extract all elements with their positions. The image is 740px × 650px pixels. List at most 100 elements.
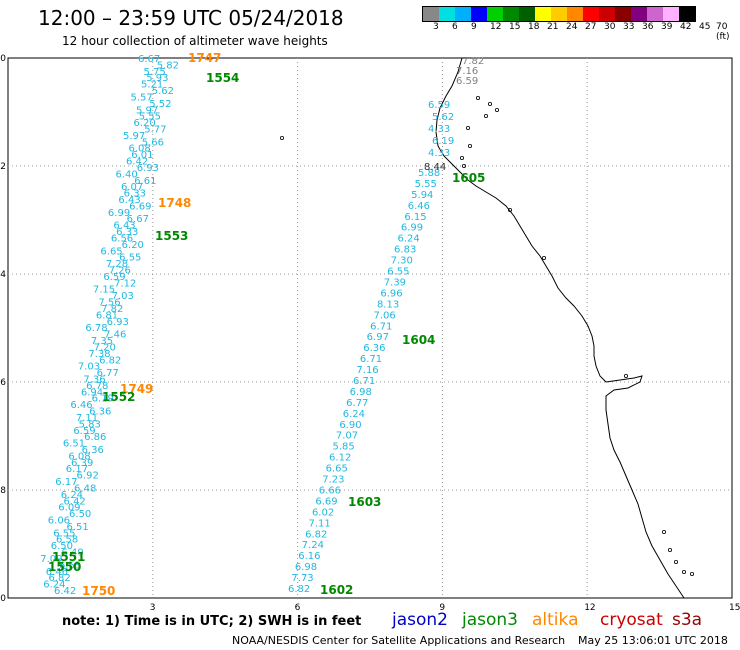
swh-value-track1: 6.51	[63, 439, 85, 450]
pass-time-1550: 1550	[48, 560, 81, 574]
map-title: 12:00 – 23:59 UTC 05/24/2018	[38, 6, 344, 30]
swh-value-track1: 6.92	[77, 471, 99, 482]
swh-value-track2: 6.24	[343, 409, 365, 420]
map-border	[7, 57, 733, 599]
swh-value-track1: 6.33	[116, 227, 138, 238]
island	[682, 570, 687, 575]
legend-tick-label: 36	[642, 22, 654, 32]
footer-credit: NOAA/NESDIS Center for Satellite Applica…	[232, 634, 566, 647]
swh-value-track1: 5.82	[157, 60, 179, 71]
swh-value-track1: 6.77	[97, 368, 119, 379]
swh-value-track2: 6.99	[401, 223, 423, 234]
legend-tick-label: 18	[528, 22, 540, 32]
y-tick-label: 0	[0, 54, 6, 64]
island	[459, 155, 464, 160]
swh-value-track1: 7.15	[93, 285, 115, 296]
swh-value-track1: 7.38	[88, 349, 110, 360]
swh-value-track1: 7.82	[101, 304, 123, 315]
swh-value-track1: 7.36	[83, 374, 105, 385]
swh-value-track1: 6.56	[111, 233, 133, 244]
swh-value-track1: 5.21	[141, 80, 163, 91]
island	[494, 108, 499, 113]
swh-value-track1: 6.94	[81, 387, 103, 398]
legend-swatch	[663, 7, 679, 21]
swh-value-track1: 6.24	[43, 580, 65, 591]
legend-tick-label: 45	[699, 22, 711, 32]
legend-tick-label: 27	[585, 22, 597, 32]
swh-value-track1: 7.35	[91, 336, 113, 347]
x-tick-label: 12	[584, 603, 595, 613]
satellite-jason3: jason3	[462, 610, 518, 630]
swh-value-track1: 7.12	[114, 278, 136, 289]
swh-value-track2: 6.82	[288, 584, 310, 595]
legend-tick-label: 21	[547, 22, 559, 32]
island	[483, 114, 488, 119]
swh-value-track1: 6.59	[103, 272, 125, 283]
swh-value-track1: 6.65	[100, 246, 122, 257]
legend-swatch	[471, 7, 487, 21]
swh-value-track2: 6.96	[380, 288, 402, 299]
swh-value-track1: 7.26	[109, 266, 131, 277]
swh-value-track2: 6.71	[370, 321, 392, 332]
swh-value-track2: 6.16	[298, 551, 320, 562]
pass-time-1551: 1551	[52, 550, 85, 564]
swh-value-track1: 5.57	[130, 92, 152, 103]
swh-value-track1: 6.61	[134, 176, 156, 187]
legend-swatch	[583, 7, 599, 21]
swh-value-track1: 6.36	[82, 445, 104, 456]
pass-time-1552: 1552	[102, 390, 135, 404]
satellite-jason2: jason2	[392, 610, 448, 630]
swh-value-track2-dark: 8.44	[424, 162, 446, 173]
legend-swatch	[551, 7, 567, 21]
x-tick-label: 6	[295, 603, 301, 613]
island	[465, 126, 470, 131]
legend-tick-label: 39	[661, 22, 673, 32]
legend-tick-label: 42	[680, 22, 692, 32]
pass-time-1602: 1602	[320, 583, 353, 597]
swh-value-track2: 7.73	[291, 573, 313, 584]
swh-value-track1: 6.19	[92, 394, 114, 405]
legend-tick-label: 12	[490, 22, 502, 32]
swh-value-track2: 7.24	[302, 540, 324, 551]
swh-value-track1: 6.43	[113, 221, 135, 232]
swh-value-track2: 6.59	[428, 100, 450, 111]
swh-value-track2: 6.97	[367, 332, 389, 343]
swh-value-track1: 6.42	[64, 496, 86, 507]
legend-tick-label: 70 (ft)	[716, 22, 730, 42]
swh-value-track2-gray: 6.59	[456, 76, 478, 87]
swh-value-track1: 6.36	[89, 407, 111, 418]
swh-value-track2: 6.69	[315, 496, 337, 507]
swh-value-track1: 6.59	[73, 426, 95, 437]
swh-value-track2: 6.12	[329, 453, 351, 464]
swh-value-track2: 6.36	[363, 343, 385, 354]
swh-value-track1: 6.99	[108, 208, 130, 219]
swh-value-track1: 6.33	[124, 189, 146, 200]
legend-swatch	[679, 7, 695, 21]
swh-value-track1: 6.67	[138, 54, 160, 65]
satellite-cryosat: cryosat	[600, 610, 663, 630]
coastline	[279, 57, 695, 599]
pass-time-1554: 1554	[206, 71, 239, 85]
swh-value-track1: 7.11	[76, 413, 98, 424]
swh-value-track1: 6.82	[99, 355, 121, 366]
pass-time-1603: 1603	[348, 495, 381, 509]
swh-value-track1: 6.58	[56, 535, 78, 546]
swh-value-track2: 7.30	[391, 256, 413, 267]
swh-value-track1: 6.55	[53, 528, 75, 539]
swh-value-track1: 5.66	[142, 137, 164, 148]
swh-value-track1: 6.17	[55, 477, 77, 488]
satellite-altika: altika	[532, 610, 579, 630]
swh-value-track1: 6.78	[85, 323, 107, 334]
swh-value-track1: 6.48	[74, 483, 96, 494]
swh-value-track1: 6.08	[128, 144, 150, 155]
pass-time-1604: 1604	[402, 333, 435, 347]
swh-value-track1: 6.93	[137, 163, 159, 174]
y-tick-label: -6	[0, 378, 6, 388]
swh-value-track2: 6.65	[326, 464, 348, 475]
legend-tick-label: 24	[566, 22, 578, 32]
pass-time-1749: 1749	[120, 382, 153, 396]
swh-value-track2: 7.39	[384, 277, 406, 288]
swh-value-track2: 4.33	[428, 124, 450, 135]
island	[542, 255, 547, 260]
swh-value-track1: 6.42	[126, 157, 148, 168]
